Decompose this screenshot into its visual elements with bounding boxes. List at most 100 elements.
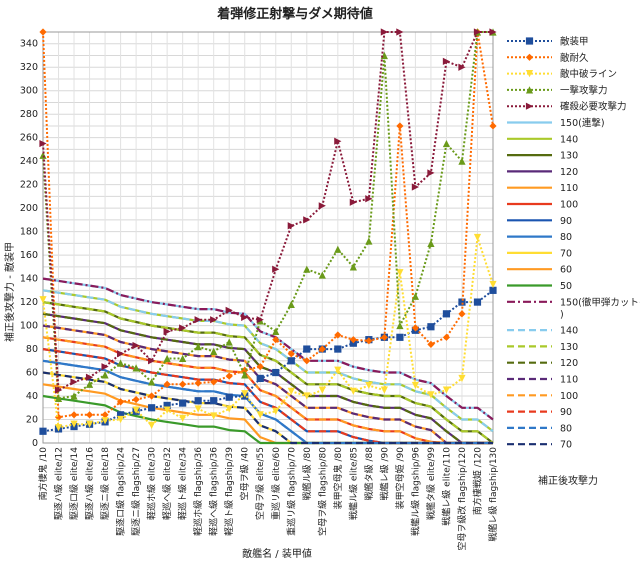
data-point (287, 300, 295, 309)
data-point (101, 371, 109, 379)
y-tick-label: 280 (20, 109, 38, 120)
data-point (473, 28, 482, 36)
y-tick-label: 180 (20, 227, 38, 238)
x-tick-label: 空母ヲ級 elite/55 (254, 447, 266, 520)
data-point (525, 86, 534, 94)
data-point (194, 379, 202, 387)
legend-label: 150(徹甲弾カットイン) (560, 296, 640, 320)
data-point (411, 183, 420, 191)
data-point (225, 306, 233, 314)
legend-label-line: 150(徹甲弾カットイン (560, 296, 640, 308)
data-point (442, 333, 451, 341)
legend-label: 確殺必要攻撃力 (560, 101, 627, 113)
data-point (54, 386, 63, 394)
data-point (39, 28, 47, 36)
data-point (116, 350, 125, 358)
data-point (241, 390, 249, 398)
data-point (287, 357, 295, 365)
data-point (318, 271, 326, 279)
legend-label: 110 (560, 183, 578, 194)
y-tick-label: 0 (32, 438, 38, 449)
data-point (272, 336, 280, 344)
y-tick-label: 80 (26, 344, 38, 355)
data-point (303, 216, 311, 224)
data-point (163, 327, 171, 336)
legend-label: 60 (560, 265, 572, 276)
y-tick-label: 320 (20, 62, 38, 73)
data-point (442, 57, 451, 65)
data-point (54, 424, 63, 432)
y-tick-label: 100 (20, 321, 38, 332)
x-tick-label: 戦艦ル級 flagship/96 (409, 447, 421, 536)
y-tick-label: 60 (26, 368, 38, 379)
y-tick-label: 300 (20, 86, 38, 97)
data-point (101, 363, 109, 371)
legend-label: 敵中破ライン (560, 68, 617, 80)
data-point (411, 292, 420, 300)
x-tick-label: 軽巡ト級 elite/34 (177, 447, 189, 520)
data-point (70, 411, 78, 419)
data-point (473, 233, 482, 242)
data-point (349, 263, 357, 271)
series-line (42, 31, 494, 419)
data-point (70, 392, 78, 400)
x-tick-label: 駆逐ニ級 flagship/27 (130, 447, 142, 536)
data-point (210, 347, 218, 356)
data-point (210, 397, 218, 405)
data-point (287, 222, 295, 230)
data-point (241, 313, 249, 321)
data-point (489, 28, 497, 36)
legend-label: 100 (560, 200, 578, 211)
data-point (116, 398, 125, 406)
y-tick-label: 120 (20, 297, 38, 308)
data-point (489, 286, 497, 294)
data-point (39, 296, 47, 304)
y-tick-label: 340 (20, 39, 38, 50)
power-line-100 (42, 336, 493, 445)
data-point (132, 341, 140, 350)
legend-label: 130 (560, 342, 578, 353)
y-tick-label: 260 (20, 133, 38, 144)
power-line-130 (42, 301, 494, 444)
x-tick-label: 空母ヲ級 /40 (239, 447, 251, 501)
data-point (525, 37, 534, 45)
data-point (210, 412, 218, 420)
x-tick-label: 空母ヲ級改 flagship/120 (456, 447, 468, 551)
data-point (427, 340, 435, 348)
legend-label: 70 (560, 440, 572, 451)
data-point (458, 157, 466, 165)
x-tick-label: 戦艦タ級 elite/99 (425, 447, 437, 520)
data-point (163, 380, 171, 388)
data-point (442, 386, 451, 394)
data-point (365, 195, 373, 203)
data-point (70, 378, 78, 386)
x-tick-label: 駆逐ニ級 elite/18 (99, 447, 111, 520)
data-point (442, 310, 451, 318)
data-point (85, 373, 94, 381)
x-tick-label: 戦艦レ級 /90 (378, 447, 390, 501)
data-point (334, 366, 342, 374)
legend-label-line: ) (560, 309, 564, 320)
data-point (194, 343, 202, 351)
data-point (132, 395, 140, 404)
data-point (303, 345, 311, 353)
data-point (396, 269, 404, 277)
legend-label: 50 (560, 281, 572, 292)
data-point (163, 354, 171, 363)
y-tick-label: 40 (26, 391, 38, 402)
y-tick-label: 200 (20, 203, 38, 214)
data-point (525, 53, 534, 61)
data-point (303, 357, 311, 365)
chart-title: 着弾修正射撃与ダメ期待値 (216, 6, 373, 22)
legend-label: 80 (560, 232, 572, 243)
data-point (148, 357, 156, 365)
data-point (85, 420, 94, 428)
x-tick-label: 重巡リ級 elite/60 (270, 447, 282, 520)
data-point (458, 298, 466, 306)
data-point (132, 406, 140, 414)
legend-label: 70 (560, 248, 572, 259)
plot-area (39, 28, 497, 445)
legend-label: 敵装甲 (560, 36, 589, 48)
data-point (272, 407, 280, 415)
